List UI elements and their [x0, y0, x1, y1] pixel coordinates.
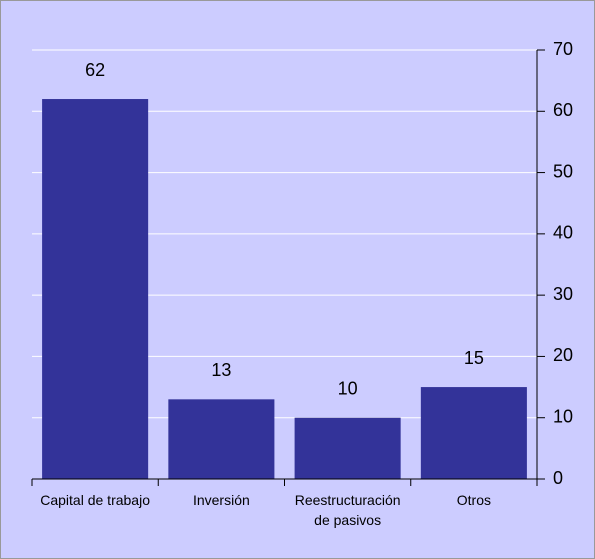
- bar: [420, 387, 527, 479]
- y-tick-label: 50: [553, 161, 573, 181]
- x-tick-label: Otros: [456, 492, 491, 508]
- bar: [294, 417, 401, 479]
- y-tick-label: 30: [553, 284, 573, 304]
- y-tick-label: 10: [553, 406, 573, 426]
- data-label: 13: [211, 360, 231, 380]
- y-tick-label: 60: [553, 100, 573, 120]
- x-tick-label: Capital de trabajo: [40, 492, 150, 508]
- data-label: 15: [464, 348, 484, 368]
- y-tick-label: 70: [553, 39, 573, 59]
- bar: [42, 99, 149, 480]
- x-tick-label: Reestructuración de pasivos: [294, 492, 401, 528]
- data-label: 10: [338, 378, 358, 398]
- y-tick-label: 0: [553, 468, 563, 488]
- bar: [168, 399, 275, 479]
- x-tick-label: Inversión: [192, 492, 250, 508]
- y-tick-label: 20: [553, 345, 573, 365]
- y-tick-label: 40: [553, 223, 573, 243]
- data-label: 62: [85, 60, 105, 80]
